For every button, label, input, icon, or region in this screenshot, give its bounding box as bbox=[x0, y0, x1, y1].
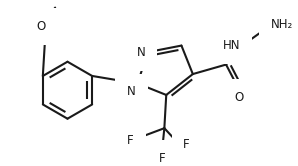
Text: N: N bbox=[127, 85, 136, 98]
Text: O: O bbox=[36, 20, 46, 33]
Text: N: N bbox=[136, 46, 145, 59]
Text: HN: HN bbox=[223, 39, 240, 52]
Text: F: F bbox=[183, 138, 190, 151]
Text: F: F bbox=[127, 134, 134, 147]
Text: F: F bbox=[159, 152, 166, 165]
Text: O: O bbox=[235, 91, 244, 104]
Text: NH₂: NH₂ bbox=[271, 18, 293, 31]
